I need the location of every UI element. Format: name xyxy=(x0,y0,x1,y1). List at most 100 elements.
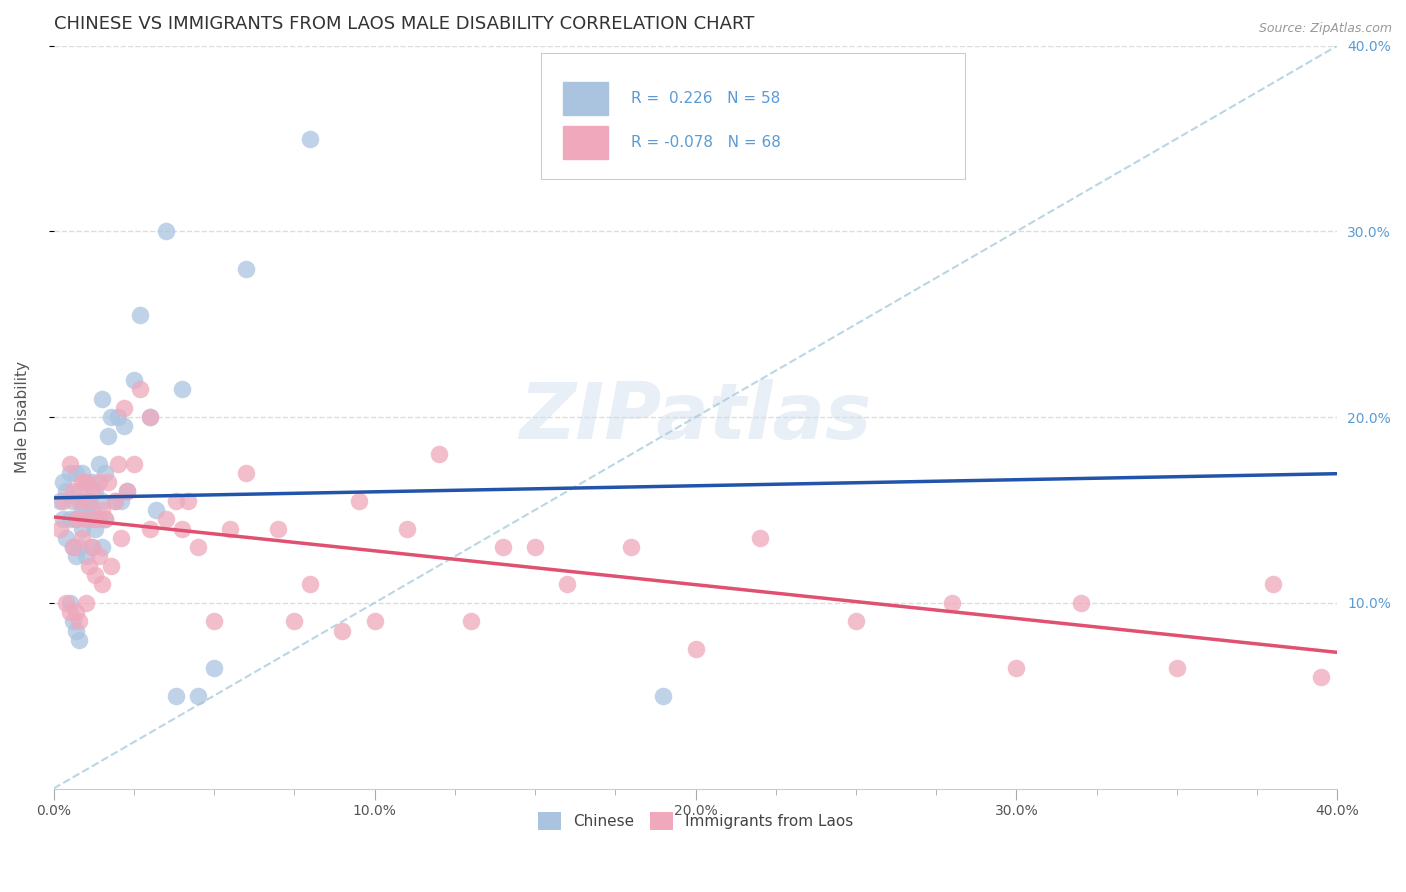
Point xyxy=(748,531,770,545)
Point xyxy=(75,596,97,610)
Point xyxy=(129,382,152,396)
Point xyxy=(427,447,450,461)
Point xyxy=(82,503,104,517)
Text: R =  0.226   N = 58: R = 0.226 N = 58 xyxy=(631,91,780,106)
Point xyxy=(72,493,94,508)
Point xyxy=(170,382,193,396)
Point xyxy=(87,457,110,471)
Point xyxy=(139,410,162,425)
Point xyxy=(555,577,578,591)
Point xyxy=(524,540,547,554)
Bar xyxy=(564,82,609,115)
FancyBboxPatch shape xyxy=(541,54,965,179)
Point xyxy=(72,475,94,489)
Point xyxy=(620,540,643,554)
Point xyxy=(129,308,152,322)
Point xyxy=(52,493,75,508)
Text: R = -0.078   N = 68: R = -0.078 N = 68 xyxy=(631,135,782,150)
Point xyxy=(72,531,94,545)
Text: ZIPatlas: ZIPatlas xyxy=(519,379,872,455)
Point xyxy=(1263,577,1285,591)
Point xyxy=(65,624,87,638)
Point xyxy=(347,493,370,508)
Point xyxy=(122,373,145,387)
Point xyxy=(202,661,225,675)
Point xyxy=(107,410,129,425)
Point xyxy=(332,624,354,638)
Point xyxy=(62,540,84,554)
Point xyxy=(97,428,120,442)
Point xyxy=(55,531,77,545)
Point xyxy=(104,493,127,508)
Point xyxy=(117,484,139,499)
Text: Source: ZipAtlas.com: Source: ZipAtlas.com xyxy=(1258,22,1392,36)
Point xyxy=(52,512,75,526)
Point xyxy=(170,522,193,536)
Point xyxy=(67,615,90,629)
Point xyxy=(75,549,97,564)
Point xyxy=(67,632,90,647)
Point xyxy=(59,512,82,526)
Point xyxy=(59,457,82,471)
Point xyxy=(75,512,97,526)
Point xyxy=(165,689,187,703)
Point xyxy=(87,475,110,489)
Point xyxy=(84,484,107,499)
Point xyxy=(62,484,84,499)
Point xyxy=(299,131,322,145)
Point xyxy=(72,522,94,536)
Point xyxy=(492,540,515,554)
Point xyxy=(82,540,104,554)
Point xyxy=(187,540,209,554)
Point xyxy=(87,549,110,564)
Point xyxy=(59,605,82,619)
Legend: Chinese, Immigrants from Laos: Chinese, Immigrants from Laos xyxy=(531,805,859,837)
Point xyxy=(65,605,87,619)
Point xyxy=(55,596,77,610)
Point xyxy=(65,512,87,526)
Point xyxy=(187,689,209,703)
Point xyxy=(100,558,122,573)
Point xyxy=(62,615,84,629)
Point xyxy=(77,558,100,573)
Point xyxy=(685,642,707,657)
Point xyxy=(235,466,257,480)
Point xyxy=(75,503,97,517)
Point xyxy=(219,522,242,536)
Point xyxy=(1310,670,1333,684)
Point xyxy=(165,493,187,508)
Point xyxy=(62,540,84,554)
Point xyxy=(112,419,135,434)
Point xyxy=(94,466,117,480)
Point xyxy=(82,475,104,489)
Point xyxy=(84,522,107,536)
Point xyxy=(177,493,200,508)
Point xyxy=(75,475,97,489)
Point xyxy=(202,615,225,629)
Point xyxy=(75,475,97,489)
Point xyxy=(110,531,132,545)
Point xyxy=(59,596,82,610)
Point xyxy=(90,540,112,554)
Point xyxy=(97,475,120,489)
Y-axis label: Male Disability: Male Disability xyxy=(15,361,30,473)
Point xyxy=(1005,661,1028,675)
Point xyxy=(112,401,135,415)
Point xyxy=(84,568,107,582)
Point xyxy=(77,493,100,508)
Point xyxy=(1070,596,1092,610)
Point xyxy=(87,512,110,526)
Point xyxy=(139,410,162,425)
Point xyxy=(77,493,100,508)
Point xyxy=(67,493,90,508)
Point xyxy=(139,522,162,536)
Point xyxy=(1166,661,1188,675)
Point xyxy=(65,549,87,564)
Point xyxy=(845,615,868,629)
Point xyxy=(155,224,177,238)
Point xyxy=(90,577,112,591)
Point xyxy=(460,615,482,629)
Point xyxy=(82,540,104,554)
Point xyxy=(77,512,100,526)
Point xyxy=(94,512,117,526)
